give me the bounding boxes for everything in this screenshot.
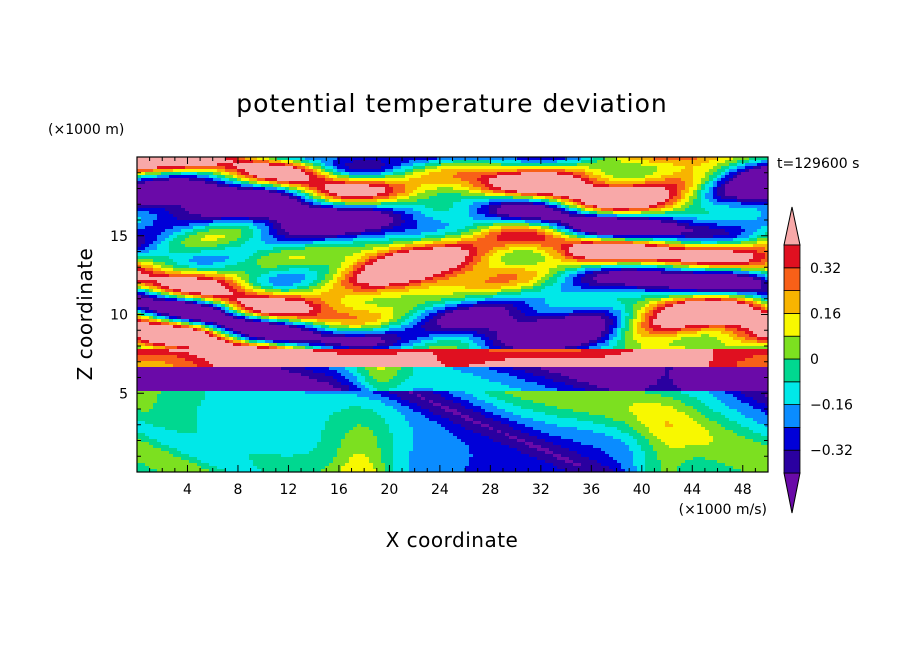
x-unit-label: (×1000 m/s) [679, 502, 767, 518]
colorbar-band [783, 449, 801, 474]
x-tick-label: 48 [734, 482, 752, 498]
colorbar-band [783, 244, 801, 269]
colorbar-label: 0.32 [810, 261, 841, 277]
x-tick-label: 8 [233, 482, 242, 498]
y-unit-label: (×1000 m) [48, 122, 124, 138]
x-axis: 4 8 12 16 20 24 28 32 36 40 44 48 [149, 157, 756, 498]
colorbar: 0.32 0.16 0 −0.16 −0.32 [783, 206, 853, 514]
colorbar-band [783, 335, 801, 360]
colorbar-band [783, 290, 801, 314]
y-tick-label: 10 [110, 308, 128, 324]
colorbar-label: 0 [810, 352, 819, 368]
x-tick-label: 32 [532, 482, 550, 498]
colorbar-band [783, 267, 801, 291]
x-tick-label: 12 [280, 482, 298, 498]
contour-field [137, 157, 768, 472]
time-label: t=129600 s [777, 156, 859, 172]
x-tick-label: 44 [683, 482, 701, 498]
colorbar-under-triangle [783, 472, 801, 514]
colorbar-band [783, 312, 801, 337]
x-tick-label: 4 [183, 482, 192, 498]
x-tick-label: 24 [431, 482, 449, 498]
y-tick-label: 5 [119, 386, 128, 402]
y-tick-label: 15 [110, 229, 128, 245]
x-tick-label: 28 [481, 482, 499, 498]
y-axis-label: Z coordinate [73, 248, 97, 381]
x-tick-label: 36 [582, 482, 600, 498]
x-axis-label: X coordinate [386, 528, 519, 552]
colorbar-band [783, 358, 801, 383]
x-tick-label: 20 [380, 482, 398, 498]
x-tick-label: 16 [330, 482, 348, 498]
colorbar-band [783, 381, 801, 405]
colorbar-band [783, 404, 801, 428]
colorbar-label: −0.32 [810, 443, 853, 459]
colorbar-band [783, 426, 801, 451]
x-tick-label: 40 [633, 482, 651, 498]
colorbar-over-triangle [783, 206, 801, 246]
colorbar-label: 0.16 [810, 306, 841, 322]
y-axis: 5 10 15 [110, 172, 768, 457]
colorbar-label: −0.16 [810, 398, 853, 414]
chart-title: potential temperature deviation [236, 89, 667, 118]
